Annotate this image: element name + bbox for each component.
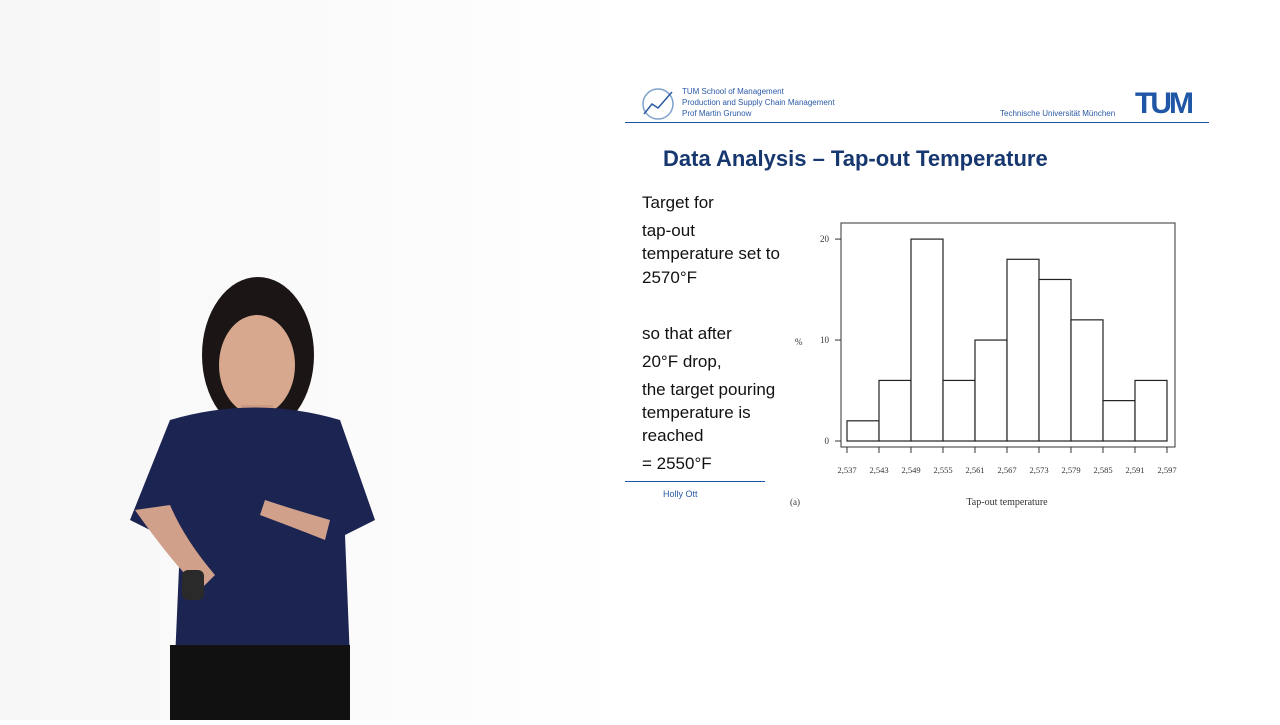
- histogram-bar: [1102, 400, 1136, 442]
- panel-label: (a): [790, 497, 800, 507]
- histogram-chart: 0 10 20 2,537 2,543 2,549 2,555 2,561 2,567 2,57…: [790, 222, 1177, 508]
- x-tick-label: 2,561: [965, 465, 984, 475]
- histogram-bar: [1006, 258, 1040, 442]
- x-tick-label: 2,591: [1125, 465, 1144, 475]
- histogram-bar: [878, 379, 912, 442]
- footer-author: Holly Ott: [663, 489, 698, 499]
- y-tick-label: 20: [820, 234, 830, 244]
- x-tick-label: 2,567: [997, 465, 1016, 475]
- y-axis-label: %: [795, 337, 803, 347]
- header-divider: [625, 122, 1209, 123]
- histogram-bar: [1070, 319, 1104, 442]
- tum-logo: TUM: [1135, 87, 1194, 120]
- histogram-bar: [942, 379, 976, 442]
- presenter-figure: [130, 277, 375, 720]
- x-tick-label: 2,585: [1093, 465, 1112, 475]
- x-axis-label: Tap-out temperature: [966, 497, 1048, 508]
- histogram-bar: [1038, 278, 1072, 442]
- x-tick-label: 2,579: [1061, 465, 1080, 475]
- body-line-3: temperature set to: [642, 244, 780, 263]
- header-line-1: TUM School of Management: [682, 87, 784, 96]
- header-line-3: Prof Martin Grunow: [682, 109, 752, 118]
- chart-line-logo-icon: [642, 88, 674, 120]
- body-line-9: reached: [642, 426, 704, 445]
- x-tick-label: 2,549: [901, 465, 920, 475]
- body-line-7: the target pouring: [642, 380, 776, 399]
- histogram-bar: [846, 420, 880, 442]
- body-line-8: temperature is: [642, 403, 751, 422]
- plot-frame: [840, 222, 1176, 448]
- x-tick-label: 2,573: [1029, 465, 1048, 475]
- university-name: Technische Universität München: [1000, 109, 1116, 118]
- histogram-bar: [910, 238, 944, 442]
- histogram-bar: [974, 339, 1008, 442]
- body-line-10: = 2550°F: [642, 454, 712, 473]
- body-line-2: tap-out: [642, 221, 695, 240]
- header-line-2: Production and Supply Chain Management: [682, 98, 835, 107]
- header-affiliation: TUM School of Management Production and …: [682, 86, 835, 119]
- body-line-5: so that after: [642, 324, 732, 343]
- histogram-bar: [1134, 379, 1168, 442]
- body-line-1: Target for: [642, 193, 714, 212]
- y-tick-label: 10: [820, 335, 830, 345]
- x-tick-label: 2,537: [837, 465, 856, 475]
- x-tick-label: 2,597: [1157, 465, 1176, 475]
- body-line-6: 20°F drop,: [642, 352, 722, 371]
- lecture-slide: TUM School of Management Production and …: [625, 80, 1209, 510]
- x-tick-label: 2,543: [869, 465, 888, 475]
- y-tick-label: 0: [825, 436, 830, 446]
- x-tick-label: 2,555: [933, 465, 952, 475]
- footer-divider: [625, 481, 765, 482]
- slide-title: Data Analysis – Tap-out Temperature: [663, 146, 1048, 171]
- body-line-4: 2570°F: [642, 268, 698, 287]
- presenter-video: [0, 0, 620, 720]
